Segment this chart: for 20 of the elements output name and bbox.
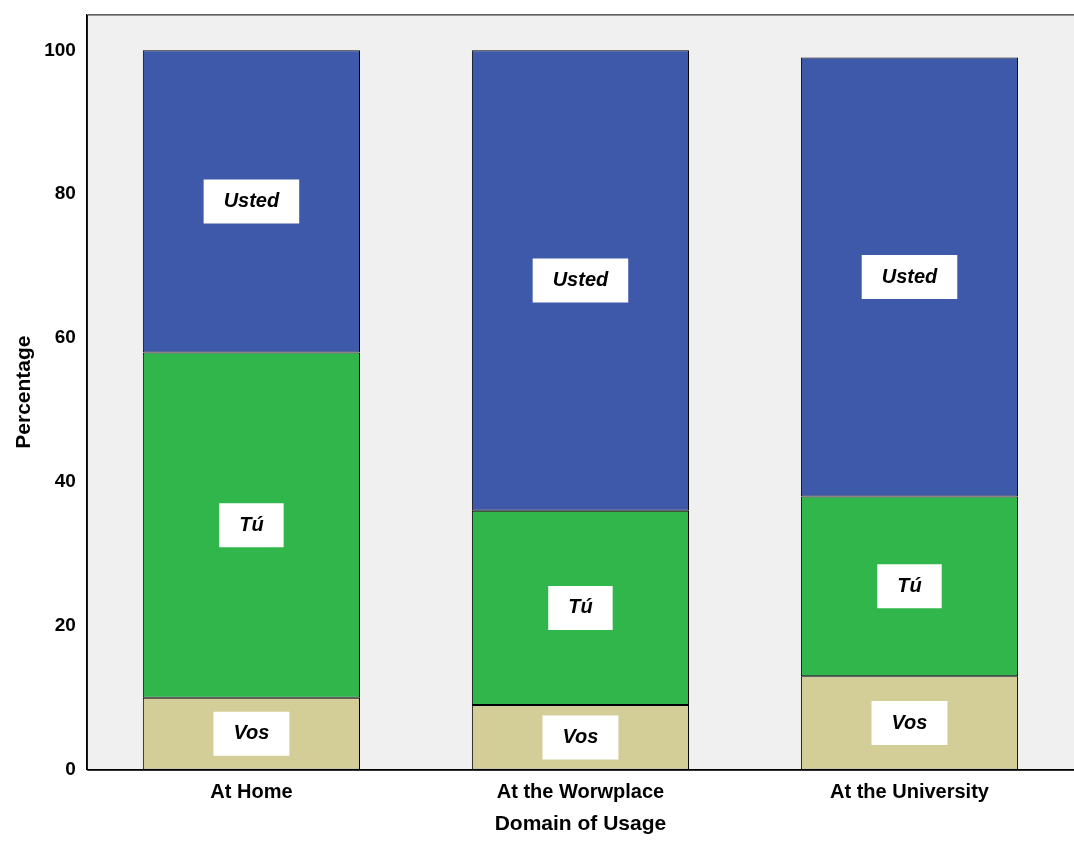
x-tick-label: At the Worwplace: [496, 780, 665, 803]
text: Usted: [223, 188, 280, 211]
y-tick-label: 0: [65, 758, 76, 780]
text: Tú: [568, 595, 593, 618]
x-axis-title: Domain of Usage: [494, 811, 667, 835]
text: Vos: [891, 710, 928, 733]
series-label: Usted: [552, 268, 610, 291]
x-tick-label: At Home: [210, 780, 293, 803]
text: Vos: [233, 721, 270, 744]
y-tick-label: 60: [54, 326, 76, 348]
text: Tú: [239, 512, 264, 535]
series-label: Tú: [897, 573, 922, 596]
x-tick-label: At the University: [830, 780, 990, 803]
y-axis-title: Percentage: [11, 335, 35, 449]
series-label: Vos: [562, 724, 599, 747]
y-tick-label: 80: [54, 182, 76, 204]
y-tick-label: 20: [54, 614, 76, 636]
text: Usted: [881, 264, 938, 287]
y-tick-label: 100: [44, 38, 76, 60]
y-tick-label: 40: [54, 470, 76, 492]
